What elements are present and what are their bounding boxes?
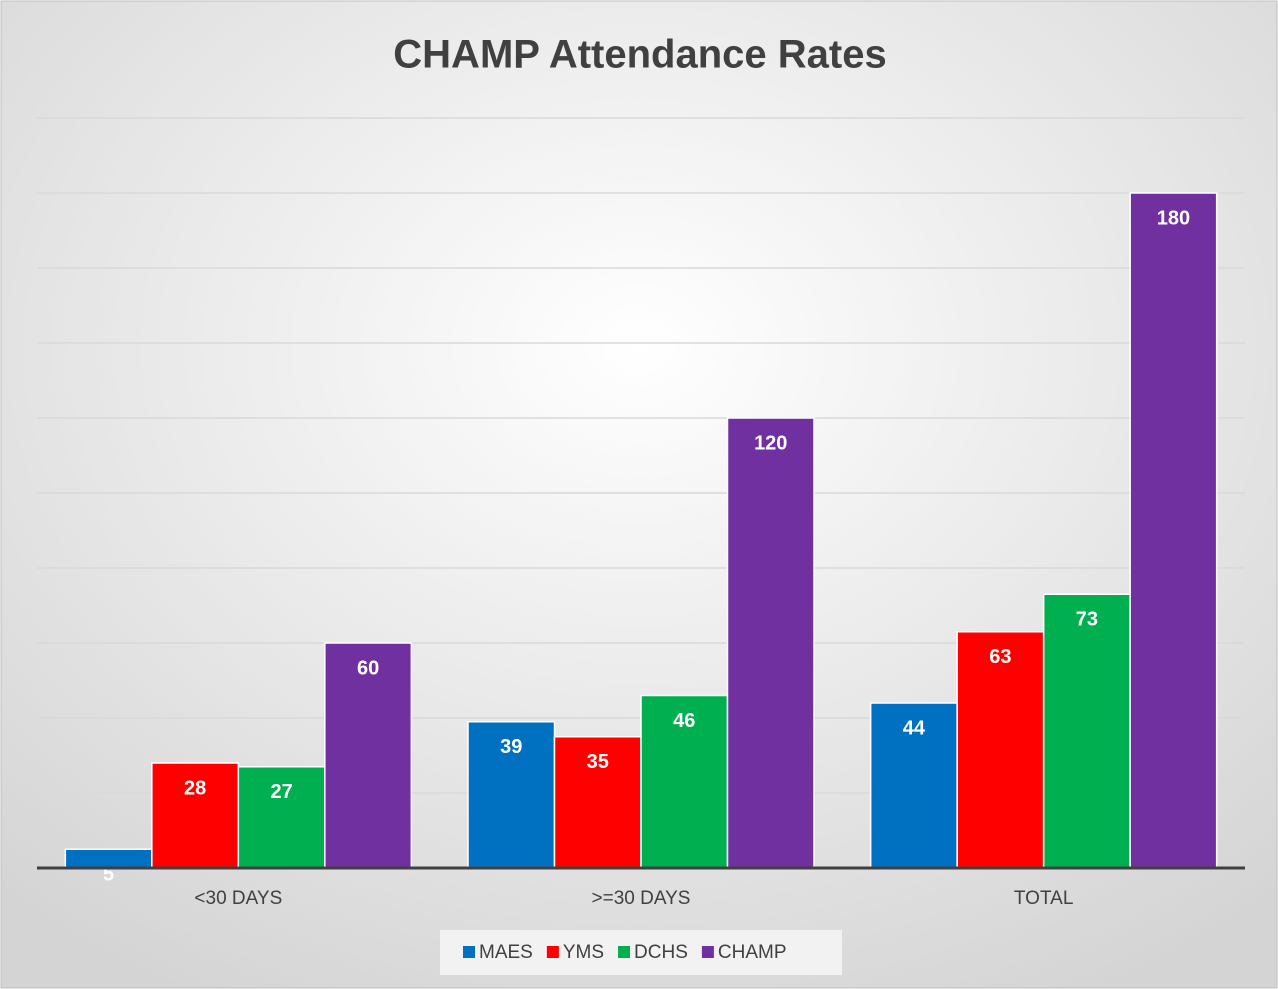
bar [956,631,1045,869]
data-label: 39 [500,736,522,758]
bar [726,417,815,869]
x-tick-label: TOTAL [1014,888,1073,909]
data-label: 44 [903,717,926,739]
data-label: 28 [184,777,206,799]
data-label: 63 [989,646,1011,668]
legend-swatch [546,946,559,958]
legend-swatch [701,946,714,958]
bar [1042,593,1131,869]
data-label: 27 [270,781,292,803]
bar [640,694,729,869]
bar [869,702,958,869]
bar [1129,192,1218,869]
legend-label: YMS [563,942,604,963]
data-label: 46 [673,710,695,732]
legend-label: MAES [479,942,533,963]
legend-swatch [463,946,475,958]
legend-swatch [618,946,631,958]
legend-label: CHAMP [718,942,787,963]
x-tick-label: <30 DAYS [194,888,282,909]
data-label: 73 [1076,609,1098,631]
bar [553,736,642,869]
data-label: 35 [587,751,609,773]
data-label: 180 [1157,207,1190,229]
data-label: 120 [754,432,787,454]
bar [237,766,326,869]
x-tick-label: >=30 DAYS [592,888,691,909]
legend-label: DCHS [634,942,688,963]
chart-title: CHAMP Attendance Rates [393,33,886,77]
data-label: 60 [357,657,379,679]
bar [324,642,413,869]
bar [467,721,556,869]
data-label: 5 [103,864,114,886]
legend-box [440,930,842,975]
